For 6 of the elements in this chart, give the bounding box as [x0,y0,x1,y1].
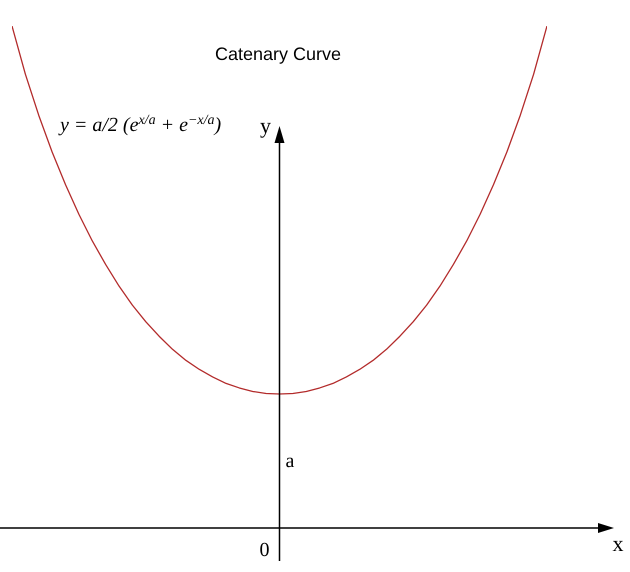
annotation: a [286,450,294,472]
x-axis-title: x [612,531,624,556]
annotation: y = a/2 (e$^{x/a}$ + e$^{−x/a}$) [58,112,222,136]
y-axis-title: y [260,113,271,138]
text: 0 [260,539,270,561]
text: Catenary Curve [214,44,342,64]
